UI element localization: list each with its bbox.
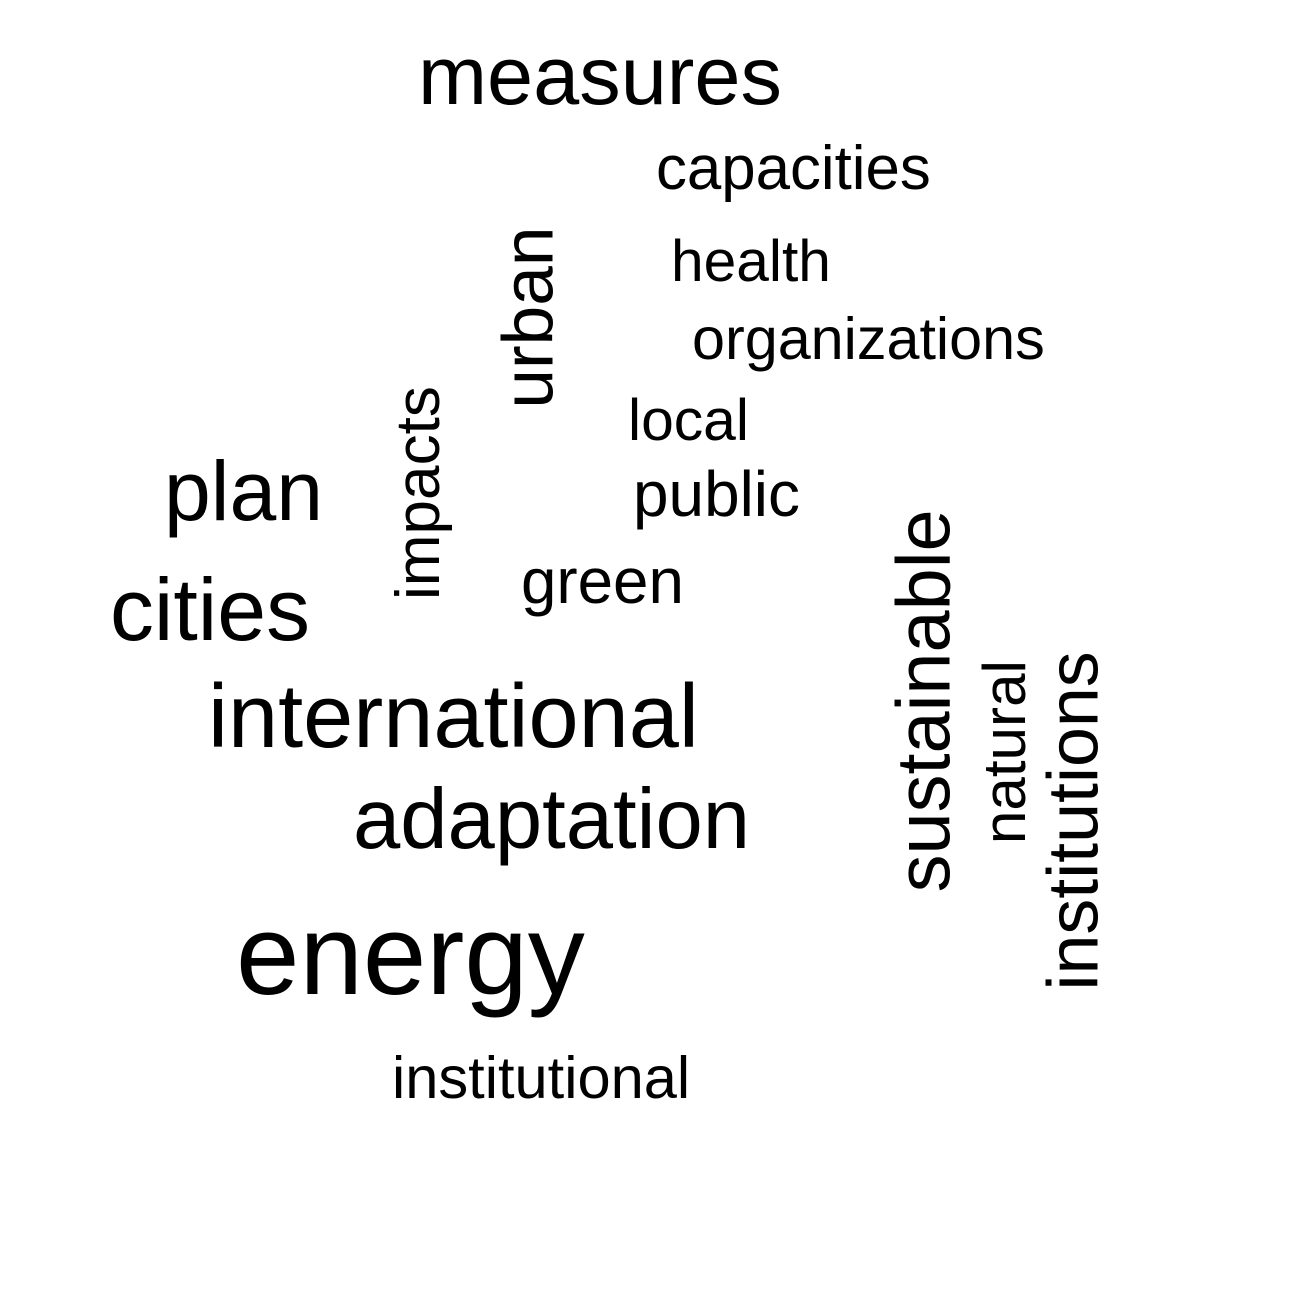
word-sustainable: sustainable [881, 508, 967, 892]
word-health: health [671, 228, 831, 294]
word-international: international [208, 666, 699, 767]
word-institutions: institutions [1033, 650, 1114, 991]
word-local: local [628, 388, 749, 453]
word-institutional: institutional [392, 1044, 691, 1111]
word-energy: energy [236, 892, 585, 1019]
word-green: green [521, 545, 684, 617]
word-urban: urban [488, 226, 568, 409]
word-measures: measures [418, 28, 782, 122]
word-natural: natural [970, 660, 1038, 845]
word-organizations: organizations [692, 305, 1045, 372]
word-plan: plan [164, 444, 323, 538]
word-cities: cities [110, 561, 311, 659]
word-adaptation: adaptation [353, 772, 751, 867]
word-public: public [633, 457, 800, 530]
word-capacities: capacities [656, 134, 931, 203]
word-impacts: impacts [383, 386, 453, 601]
